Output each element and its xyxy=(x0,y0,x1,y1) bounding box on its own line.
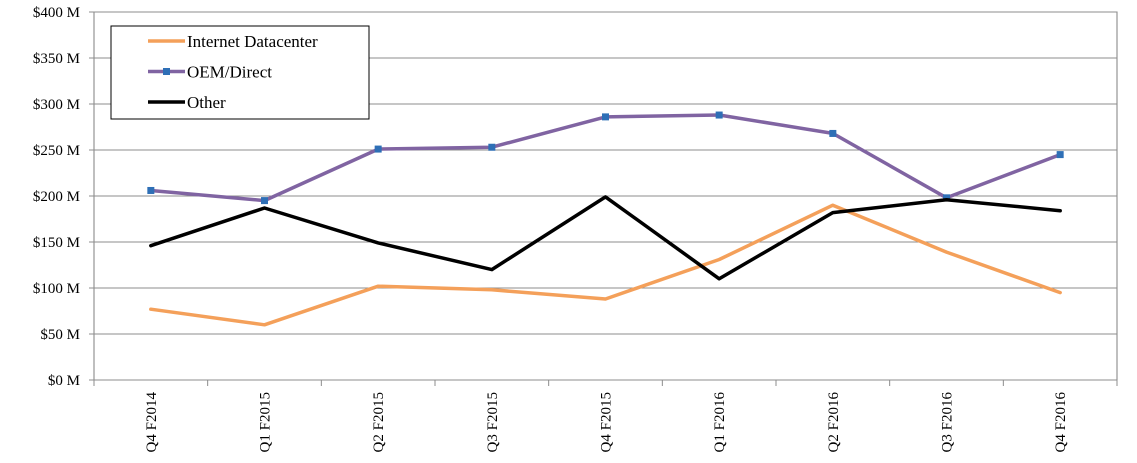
legend-label: OEM/Direct xyxy=(187,63,272,82)
series-oem-direct xyxy=(147,111,1064,205)
legend-item-oem-direct: OEM/Direct xyxy=(148,63,272,82)
x-tick-label: Q3 F2015 xyxy=(485,392,501,452)
data-point-oem-direct xyxy=(261,197,268,205)
series-line-internet-datacenter xyxy=(149,203,1062,327)
y-axis: $0 M $50 M $100 M $150 M $200 M $250 M $300 M $… xyxy=(33,5,94,389)
y-tick-label: $0 M xyxy=(48,373,80,389)
data-point-oem-direct xyxy=(147,186,155,194)
y-tick-label: $400 M xyxy=(33,5,80,21)
legend-item-internet-datacenter: Internet Datacenter xyxy=(148,32,318,51)
legend-item-other: Other xyxy=(148,93,226,112)
series-line-oem-direct xyxy=(149,113,1062,203)
legend-label: Other xyxy=(187,93,226,112)
x-tick-label: Q1 F2015 xyxy=(258,392,274,452)
x-tick-label: Q1 F2016 xyxy=(712,392,728,453)
series-other xyxy=(149,195,1062,281)
x-axis: Q4 F2014 Q1 F2015 Q2 F2015 Q3 F2015 Q4 F2015… xyxy=(93,380,1118,453)
y-tick-label: $300 M xyxy=(33,97,80,113)
x-tick-label: Q4 F2015 xyxy=(599,392,615,452)
series-line-other xyxy=(149,195,1062,281)
data-point-oem-direct xyxy=(488,143,496,151)
data-point-oem-direct xyxy=(829,129,837,137)
y-tick-label: $100 M xyxy=(33,281,80,297)
x-tick-label: Q2 F2016 xyxy=(826,392,842,453)
legend-marker xyxy=(163,68,170,75)
data-point-oem-direct xyxy=(602,113,609,121)
data-point-oem-direct xyxy=(715,111,723,119)
data-point-oem-direct xyxy=(1056,151,1064,159)
y-tick-label: $250 M xyxy=(33,143,80,159)
data-point-oem-direct xyxy=(374,145,382,153)
series-lines xyxy=(147,111,1064,327)
y-tick-label: $200 M xyxy=(33,189,80,205)
series-internet-datacenter xyxy=(149,203,1062,327)
legend: Internet Datacenter OEM/Direct Other xyxy=(110,25,370,120)
data-point-oem-direct xyxy=(943,194,950,202)
y-tick-label: $50 M xyxy=(40,327,80,343)
x-tick-label: Q4 F2014 xyxy=(144,392,160,453)
legend-label: Internet Datacenter xyxy=(187,32,318,51)
x-tick-label: Q3 F2016 xyxy=(940,392,956,453)
x-tick-label: Q4 F2016 xyxy=(1053,392,1069,453)
x-tick-label: Q2 F2015 xyxy=(371,392,387,452)
y-tick-label: $150 M xyxy=(33,235,80,251)
y-tick-label: $350 M xyxy=(33,51,80,67)
